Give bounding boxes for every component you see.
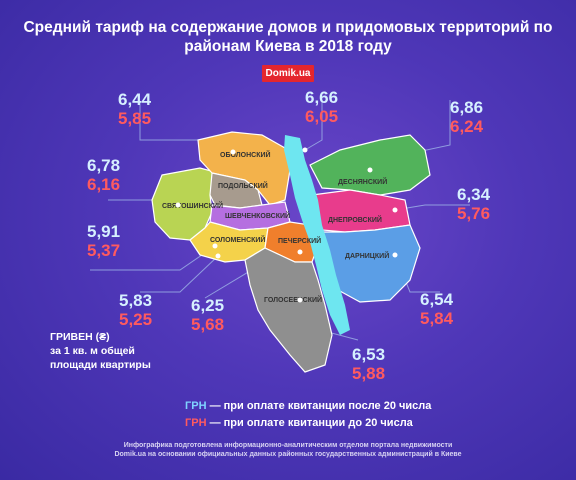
- label-dneprovsky: ДНЕПРОВСКИЙ: [328, 215, 382, 224]
- legend-after-20: ГРН — при оплате квитанции после 20 числ…: [185, 398, 431, 415]
- note-line-2: Domik.ua на основании официальных данных…: [114, 451, 462, 458]
- marker-shevchenkovsky: [212, 243, 218, 249]
- after20-podolsky: 6,66: [305, 88, 339, 107]
- before20-svyatoshinsky: 6,16: [87, 175, 121, 194]
- page-title: Средний тариф на содержание домов и прид…: [0, 18, 576, 56]
- before20-darnitsky: 5,84: [420, 309, 454, 328]
- label-shevchenkovsky: ШЕВЧЕНКОВСКИЙ: [225, 211, 290, 220]
- label-pechersky: ПЕЧЕРСКИЙ: [278, 236, 321, 245]
- value-goloseevsky: 6,53 5,88: [352, 345, 385, 383]
- label-goloseevsky: ГОЛОСЕЕВСКИЙ: [264, 295, 322, 304]
- marker-goloseevsky: [297, 297, 303, 303]
- label-obolonsky: ОБОЛОНСКИЙ: [220, 150, 271, 159]
- legend-before-text: — при оплате квитанции до 20 числа: [206, 417, 413, 429]
- marker-solomensky: [215, 253, 221, 259]
- marker-desnyansky: [367, 167, 373, 173]
- before20-pechersky: 5,68: [191, 315, 225, 334]
- legend-after-key: ГРН: [185, 400, 207, 412]
- value-svyatoshinsky: 6,78 6,16: [87, 156, 120, 194]
- title-line-1: Средний тариф на содержание домов и прид…: [23, 19, 553, 36]
- after20-desnyansky: 6,86: [450, 98, 484, 117]
- district-goloseevsky[interactable]: [244, 247, 333, 373]
- units-line-2: за 1 кв. м общей: [50, 345, 135, 357]
- after20-svyatoshinsky: 6,78: [87, 156, 121, 175]
- after20-darnitsky: 6,54: [420, 290, 454, 309]
- marker-obolonsky: [230, 149, 236, 155]
- value-darnitsky: 6,54 5,84: [420, 290, 453, 328]
- after20-obolonsky: 6,44: [118, 90, 152, 109]
- before20-obolonsky: 5,85: [118, 109, 152, 128]
- marker-podolsky: [302, 147, 308, 153]
- before20-shevchenkovsky: 5,37: [87, 241, 121, 260]
- value-desnyansky: 6,86 6,24: [450, 98, 483, 136]
- brand-badge[interactable]: Domik.ua: [262, 65, 314, 82]
- title-line-2: районам Киева в 2018 году: [184, 38, 392, 55]
- label-desnyansky: ДЕСНЯНСКИЙ: [338, 177, 387, 186]
- marker-dneprovsky: [392, 207, 398, 213]
- value-podolsky: 6,66 6,05: [305, 88, 338, 126]
- before20-desnyansky: 6,24: [450, 117, 484, 136]
- value-obolonsky: 6,44 5,85: [118, 90, 151, 128]
- label-solomensky: СОЛОМЕНСКИЙ: [210, 235, 265, 244]
- after20-solomensky: 5,83: [119, 291, 153, 310]
- before20-dneprovsky: 5,76: [457, 204, 491, 223]
- value-solomensky: 5,83 5,25: [119, 291, 152, 329]
- leader-solomensky: [140, 255, 219, 293]
- district-desnyansky[interactable]: [309, 134, 431, 196]
- units-line-3: площади квартиры: [50, 359, 151, 371]
- marker-darnitsky: [392, 252, 398, 258]
- units-line-1: ГРИВЕН (₴): [50, 331, 110, 343]
- before20-podolsky: 6,05: [305, 107, 339, 126]
- legend-after-text: — при оплате квитанции после 20 числа: [206, 400, 432, 412]
- note-line-1: Инфографика подготовлена информационно-а…: [123, 442, 453, 449]
- legend-before-20: ГРН — при оплате квитанции до 20 числа: [185, 415, 431, 432]
- marker-pechersky: [297, 249, 303, 255]
- river-dnieper: [284, 135, 350, 335]
- before20-solomensky: 5,25: [119, 310, 153, 329]
- after20-dneprovsky: 6,34: [457, 185, 491, 204]
- label-podolsky: ПОДОЛЬСКИЙ: [218, 181, 268, 190]
- value-dneprovsky: 6,34 5,76: [457, 185, 490, 223]
- payment-legend: ГРН — при оплате квитанции после 20 числ…: [185, 398, 431, 432]
- legend-before-key: ГРН: [185, 417, 207, 429]
- after20-pechersky: 6,25: [191, 296, 225, 315]
- after20-shevchenkovsky: 5,91: [87, 222, 121, 241]
- before20-goloseevsky: 5,88: [352, 364, 386, 383]
- source-note: Инфографика подготовлена информационно-а…: [0, 441, 576, 459]
- label-darnitsky: ДАРНИЦКИЙ: [345, 251, 389, 260]
- value-pechersky: 6,25 5,68: [191, 296, 224, 334]
- after20-goloseevsky: 6,53: [352, 345, 386, 364]
- value-shevchenkovsky: 5,91 5,37: [87, 222, 120, 260]
- units-legend: ГРИВЕН (₴) за 1 кв. м общей площади квар…: [50, 330, 151, 372]
- leader-podolsky: [304, 100, 323, 151]
- label-svyatoshinsky: СВЯТОШИНСКИЙ: [162, 201, 223, 210]
- marker-svyatoshinsky: [175, 202, 181, 208]
